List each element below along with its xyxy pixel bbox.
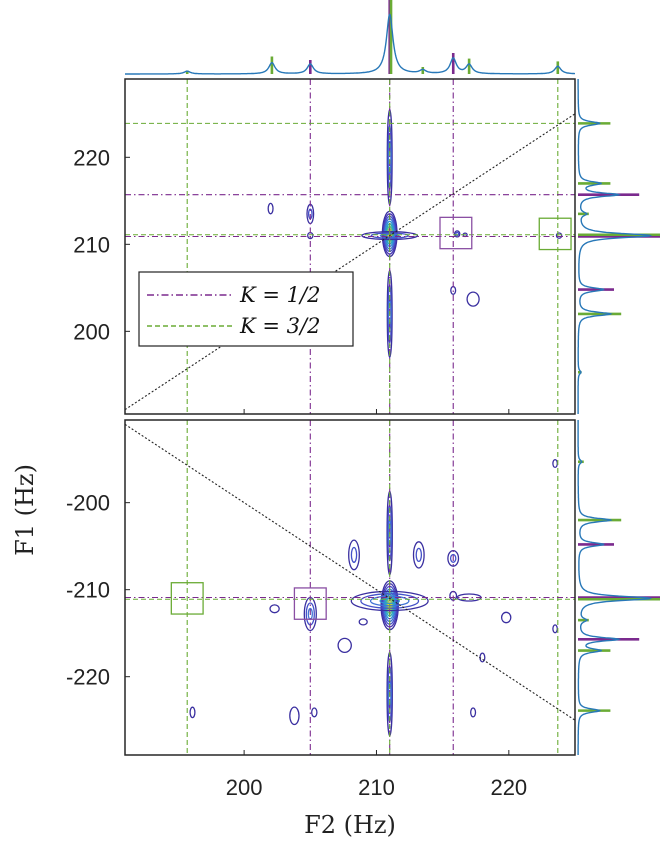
upper-y-tick-label-2: 220 (73, 145, 110, 170)
upper-diagonal-line (125, 113, 575, 411)
upper-highlight-box-1 (538, 217, 572, 251)
upper-highlight-box-0 (439, 216, 473, 250)
lower-diagonal-line (125, 423, 575, 721)
lower-y-tick-label-2: -220 (66, 665, 110, 690)
lower-y-tick-label-0: -200 (66, 491, 110, 516)
lower-panel: -200 -210 -220 (66, 419, 576, 756)
x-tick-label-2: 220 (490, 775, 527, 800)
upper-y-tick-label-1: 210 (73, 232, 110, 257)
x-tick-label-1: 210 (358, 775, 395, 800)
lower-peak-10-level-0 (500, 611, 512, 624)
upper-y-ticks: 200 210 220 (73, 145, 130, 344)
f1-upper-lineshape (577, 79, 653, 414)
lower-peak-12-level-0 (358, 618, 368, 626)
upper-peak-11-level-0 (555, 232, 563, 239)
lower-y-ticks: -200 -210 -220 (66, 491, 130, 690)
upper-peak-7-level-0 (453, 230, 461, 238)
upper-peak-10-level-0 (450, 285, 457, 295)
f1-projection-spectrum-lower (577, 420, 660, 755)
lower-guide-lines (125, 420, 575, 755)
lower-peak-16-level-0 (189, 706, 196, 719)
lower-peak-4-level-1 (350, 546, 358, 563)
lower-peak-5-level-0 (412, 541, 425, 569)
lower-panel-frame (124, 419, 576, 756)
f2-projection-spectrum (125, 0, 575, 75)
lower-peak-18-level-0 (289, 706, 300, 726)
upper-y-tick-label-0: 200 (73, 319, 110, 344)
f2-lineshape (125, 13, 575, 75)
upper-panel: 200 210 220 (73, 78, 576, 415)
legend-label-k-half: K = 1/2 (239, 283, 320, 307)
lower-y-tick-label-1: -210 (66, 578, 110, 603)
upper-peak-4-level-0 (267, 202, 274, 215)
legend: K = 1/2 K = 3/2 (138, 271, 354, 347)
lower-peak-6-level-1 (449, 553, 457, 563)
upper-peak-1-level-2 (387, 140, 392, 174)
lower-peak-17-level-0 (311, 707, 318, 718)
lower-peak-8-level-0 (337, 637, 352, 654)
lower-peak-4-level-0 (348, 539, 360, 571)
legend-label-k-three-half: K = 3/2 (239, 314, 320, 338)
lower-peak-11-level-0 (269, 604, 280, 614)
lower-peak-15-level-0 (552, 458, 558, 469)
upper-peak-7-level-1 (455, 231, 460, 237)
legend-box (138, 271, 354, 347)
lower-peak-5-level-1 (415, 547, 423, 563)
f1-lower-lineshape (577, 420, 653, 755)
x-ticks: 200 210 220 (226, 409, 527, 800)
upper-panel-frame (124, 78, 576, 415)
upper-guide-lines (125, 79, 575, 414)
y-axis-label: F1 (Hz) (11, 464, 39, 556)
lower-highlight-box-0 (170, 582, 204, 615)
upper-peak-9-level-0 (466, 291, 480, 307)
x-tick-label-0: 200 (226, 775, 263, 800)
lower-peak-19-level-0 (470, 707, 477, 718)
f1-projection-spectrum-upper (577, 79, 660, 414)
lower-highlight-box-1 (293, 587, 327, 620)
x-axis-label: F2 (Hz) (304, 811, 396, 839)
lower-peak-14-level-0 (552, 624, 558, 634)
